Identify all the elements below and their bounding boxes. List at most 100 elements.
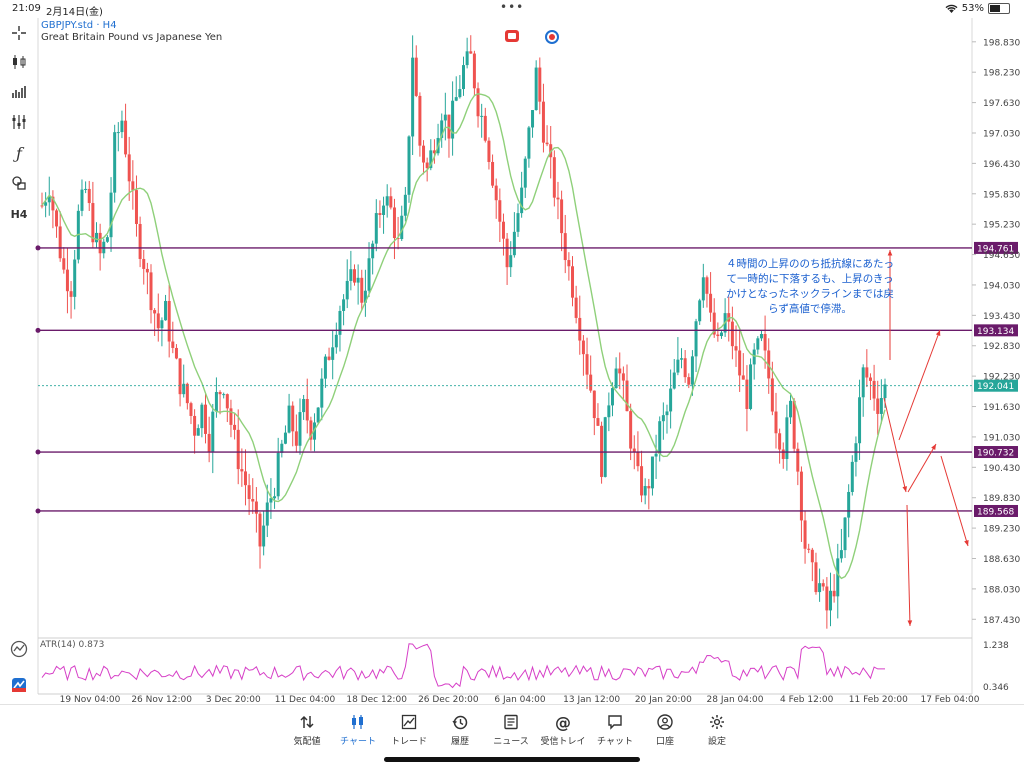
home-indicator[interactable] bbox=[384, 757, 640, 762]
candle-body bbox=[120, 120, 124, 133]
candle-body bbox=[131, 181, 135, 191]
candle-body bbox=[149, 272, 153, 311]
arrow-head bbox=[907, 620, 913, 626]
candle-body bbox=[872, 380, 876, 399]
price-tick-label: 190.430 bbox=[983, 464, 1020, 474]
candle-body bbox=[672, 372, 676, 389]
objects-icon[interactable] bbox=[8, 172, 30, 194]
level-price-tag bbox=[974, 241, 1018, 254]
status-right: 53% bbox=[945, 3, 1010, 14]
candle-body bbox=[563, 233, 567, 261]
candle-body bbox=[345, 280, 349, 300]
level-price-tag bbox=[974, 324, 1018, 337]
chart-type-candles-icon[interactable] bbox=[8, 51, 30, 73]
multitask-dots-icon[interactable]: ••• bbox=[500, 0, 525, 14]
candle-body bbox=[440, 120, 444, 138]
price-tick-label: 197.630 bbox=[983, 99, 1020, 109]
tab-trade[interactable]: トレード bbox=[384, 713, 434, 747]
candle-body bbox=[382, 205, 386, 215]
candle-body bbox=[211, 411, 215, 452]
candle-body bbox=[127, 154, 131, 182]
candle-body bbox=[385, 196, 389, 206]
left-toolbar: ƒ H4 bbox=[0, 18, 36, 704]
candle-body bbox=[472, 53, 476, 89]
candle-body bbox=[749, 364, 753, 409]
time-tick-label: 28 Jan 04:00 bbox=[707, 695, 764, 704]
timeframe-button[interactable]: H4 bbox=[10, 207, 28, 221]
price-chart[interactable]: 194.761 193.134 192.041 190.732 189.568 198.… bbox=[0, 18, 1024, 704]
tab-settings[interactable]: 設定 bbox=[692, 713, 742, 747]
candle-body bbox=[847, 491, 851, 518]
candle-body bbox=[516, 213, 520, 232]
candle-body bbox=[756, 338, 760, 350]
candle-body bbox=[785, 417, 789, 459]
candle-body bbox=[469, 51, 473, 54]
candle-body bbox=[214, 391, 218, 412]
candle-body bbox=[374, 213, 378, 244]
tab-account[interactable]: 口座 bbox=[640, 713, 690, 747]
candle-body bbox=[411, 57, 415, 137]
candle-body bbox=[349, 269, 353, 281]
tab-chart[interactable]: チャート bbox=[333, 713, 383, 747]
candle-body bbox=[647, 486, 651, 489]
candle-body bbox=[432, 150, 436, 154]
candle-body bbox=[712, 312, 716, 335]
trade-levels-icon[interactable] bbox=[545, 30, 559, 44]
time-tick-label: 18 Dec 12:00 bbox=[346, 695, 407, 704]
tab-chat[interactable]: チャット bbox=[590, 713, 640, 747]
candlestick-series bbox=[40, 35, 887, 629]
candle-body bbox=[556, 197, 560, 200]
chart-annotation[interactable]: ４時間の上昇ののち抵抗線にあたって一時的に下落するも、上昇のきっかけとなったネッ… bbox=[726, 258, 894, 315]
candle-body bbox=[91, 203, 95, 243]
forecast-arrow bbox=[883, 397, 907, 493]
candle-body bbox=[498, 200, 502, 222]
arrow-head bbox=[935, 330, 941, 336]
candle-body bbox=[225, 394, 229, 409]
candle-body bbox=[51, 196, 55, 211]
candle-body bbox=[447, 114, 451, 139]
tab-label: チャート bbox=[340, 737, 376, 747]
tab-label: 受信トレイ bbox=[540, 737, 586, 747]
battery-fill bbox=[990, 5, 1000, 12]
forecast-arrows bbox=[883, 250, 969, 627]
indicator-window-icon[interactable] bbox=[8, 638, 30, 660]
candle-body bbox=[560, 199, 564, 234]
level-price-tag bbox=[974, 504, 1018, 517]
tab-inbox[interactable]: @ 受信トレイ bbox=[538, 713, 588, 748]
crosshair-icon[interactable] bbox=[8, 22, 30, 44]
function-icon[interactable]: ƒ bbox=[16, 143, 22, 163]
tab-quotes[interactable]: 気配値 bbox=[282, 713, 332, 747]
candle-body bbox=[160, 320, 164, 329]
candle-body bbox=[247, 485, 251, 500]
candle-body bbox=[876, 398, 880, 414]
tab-history[interactable]: 履歴 bbox=[435, 713, 485, 747]
sliders-icon[interactable] bbox=[8, 111, 30, 133]
candle-body bbox=[98, 232, 102, 254]
news-icon bbox=[486, 713, 536, 731]
candle-body bbox=[316, 407, 320, 423]
candle-body bbox=[781, 449, 785, 459]
indicators-icon[interactable] bbox=[8, 81, 30, 103]
tab-news[interactable]: ニュース bbox=[486, 713, 536, 747]
candle-body bbox=[76, 210, 80, 260]
candle-body bbox=[454, 97, 458, 101]
level-price-tag bbox=[974, 446, 1018, 459]
tab-label: 口座 bbox=[655, 737, 674, 747]
price-tick-label: 192.230 bbox=[983, 373, 1020, 383]
candle-body bbox=[320, 378, 324, 408]
one-click-trading-icon[interactable] bbox=[505, 30, 519, 42]
time-tick-label: 26 Nov 12:00 bbox=[131, 695, 192, 704]
candle-body bbox=[178, 358, 182, 395]
candle-body bbox=[40, 205, 44, 207]
candle-body bbox=[778, 433, 782, 450]
candle-body bbox=[861, 367, 865, 398]
app-logo-icon[interactable] bbox=[8, 674, 30, 696]
candle-body bbox=[592, 390, 596, 419]
atr-axis-label: 1.238 bbox=[983, 641, 1009, 651]
candle-body bbox=[47, 196, 51, 203]
price-tick-label: 197.030 bbox=[983, 129, 1020, 139]
battery-percent: 53% bbox=[961, 3, 984, 14]
symbol-name[interactable]: GBPJPY.std · H4 bbox=[41, 20, 117, 31]
arrow-head bbox=[964, 540, 969, 546]
candle-body bbox=[262, 525, 266, 547]
